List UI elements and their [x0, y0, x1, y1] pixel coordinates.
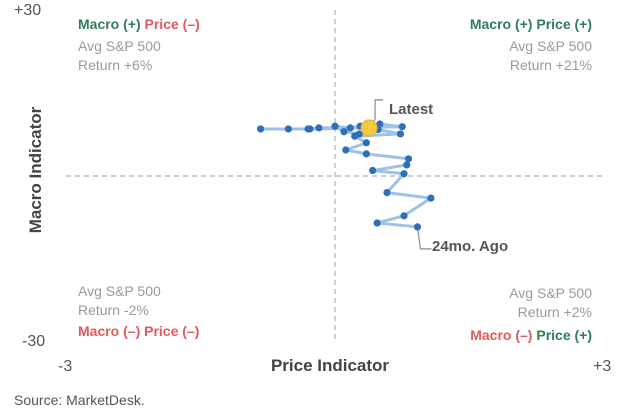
macro-label: Macro (–) — [470, 327, 533, 343]
data-point — [306, 125, 314, 133]
x-tick-min: -3 — [58, 358, 73, 375]
quadrant-bottom-right-title: Macro (–) Price (+) — [470, 327, 592, 343]
price-label: Price (–) — [144, 323, 200, 339]
data-point — [400, 212, 408, 220]
quadrant-top-right-stat: Avg S&P 500 Return +21% — [509, 37, 592, 75]
data-point — [400, 170, 408, 178]
start-connector — [416, 226, 432, 250]
data-point — [403, 161, 411, 169]
y-tick-min: -30 — [22, 333, 46, 350]
data-point — [404, 155, 413, 163]
stat-line: Avg S&P 500 — [78, 38, 161, 54]
data-point — [427, 194, 435, 202]
quadrant-top-right-title: Macro (+) Price (+) — [470, 16, 592, 32]
data-point — [256, 125, 265, 133]
latest-point — [360, 119, 378, 137]
data-point — [373, 219, 381, 227]
data-point — [331, 122, 339, 130]
y-axis-label: Macro Indicator — [26, 106, 45, 234]
latest-annotation: Latest — [389, 101, 434, 118]
data-point — [284, 125, 292, 133]
y-tick-max: +30 — [14, 2, 42, 19]
x-axis-label: Price Indicator — [270, 356, 390, 375]
data-point — [398, 123, 406, 131]
data-point — [340, 128, 348, 136]
data-point — [315, 124, 323, 132]
stat-line: Avg S&P 500 — [78, 283, 161, 299]
price-label: Price (–) — [144, 16, 200, 32]
data-point — [355, 130, 363, 138]
trajectory-line — [259, 122, 433, 229]
scatter-chart — [66, 10, 604, 342]
stat-line: Return +2% — [517, 304, 592, 320]
macro-label: Macro (+) — [469, 16, 533, 32]
x-tick-max: +3 — [593, 358, 612, 375]
quadrant-bottom-left-stat: Avg S&P 500 Return -2% — [78, 282, 161, 320]
data-points — [256, 119, 435, 231]
data-point — [369, 166, 377, 175]
quadrant-bottom-left-title: Macro (–) Price (–) — [78, 323, 199, 339]
data-point — [342, 146, 350, 154]
data-point — [413, 223, 422, 231]
data-point — [376, 120, 384, 128]
data-point — [362, 139, 370, 147]
start-annotation: 24mo. Ago — [432, 238, 509, 255]
stat-line: Avg S&P 500 — [509, 38, 592, 54]
data-point — [346, 124, 354, 132]
stat-line: Return +6% — [78, 57, 153, 73]
stat-line: Return -2% — [78, 302, 149, 318]
price-label: Price (+) — [536, 327, 592, 343]
stat-line: Return +21% — [509, 57, 592, 73]
quadrant-top-left-title: Macro (+) Price (–) — [78, 16, 200, 32]
source-note: Source: MarketDesk. — [14, 392, 145, 408]
quadrant-bottom-right-stat: Avg S&P 500 Return +2% — [509, 284, 592, 322]
data-point — [362, 150, 370, 158]
quadrant-top-left-stat: Avg S&P 500 Return +6% — [78, 37, 161, 75]
stat-line: Avg S&P 500 — [509, 285, 592, 301]
data-point — [396, 130, 405, 138]
macro-label: Macro (–) — [78, 323, 141, 339]
price-label: Price (+) — [536, 16, 592, 32]
macro-label: Macro (+) — [78, 16, 141, 32]
data-point — [383, 189, 391, 197]
quadrant-lines — [66, 10, 604, 342]
trajectory-path — [259, 122, 433, 229]
